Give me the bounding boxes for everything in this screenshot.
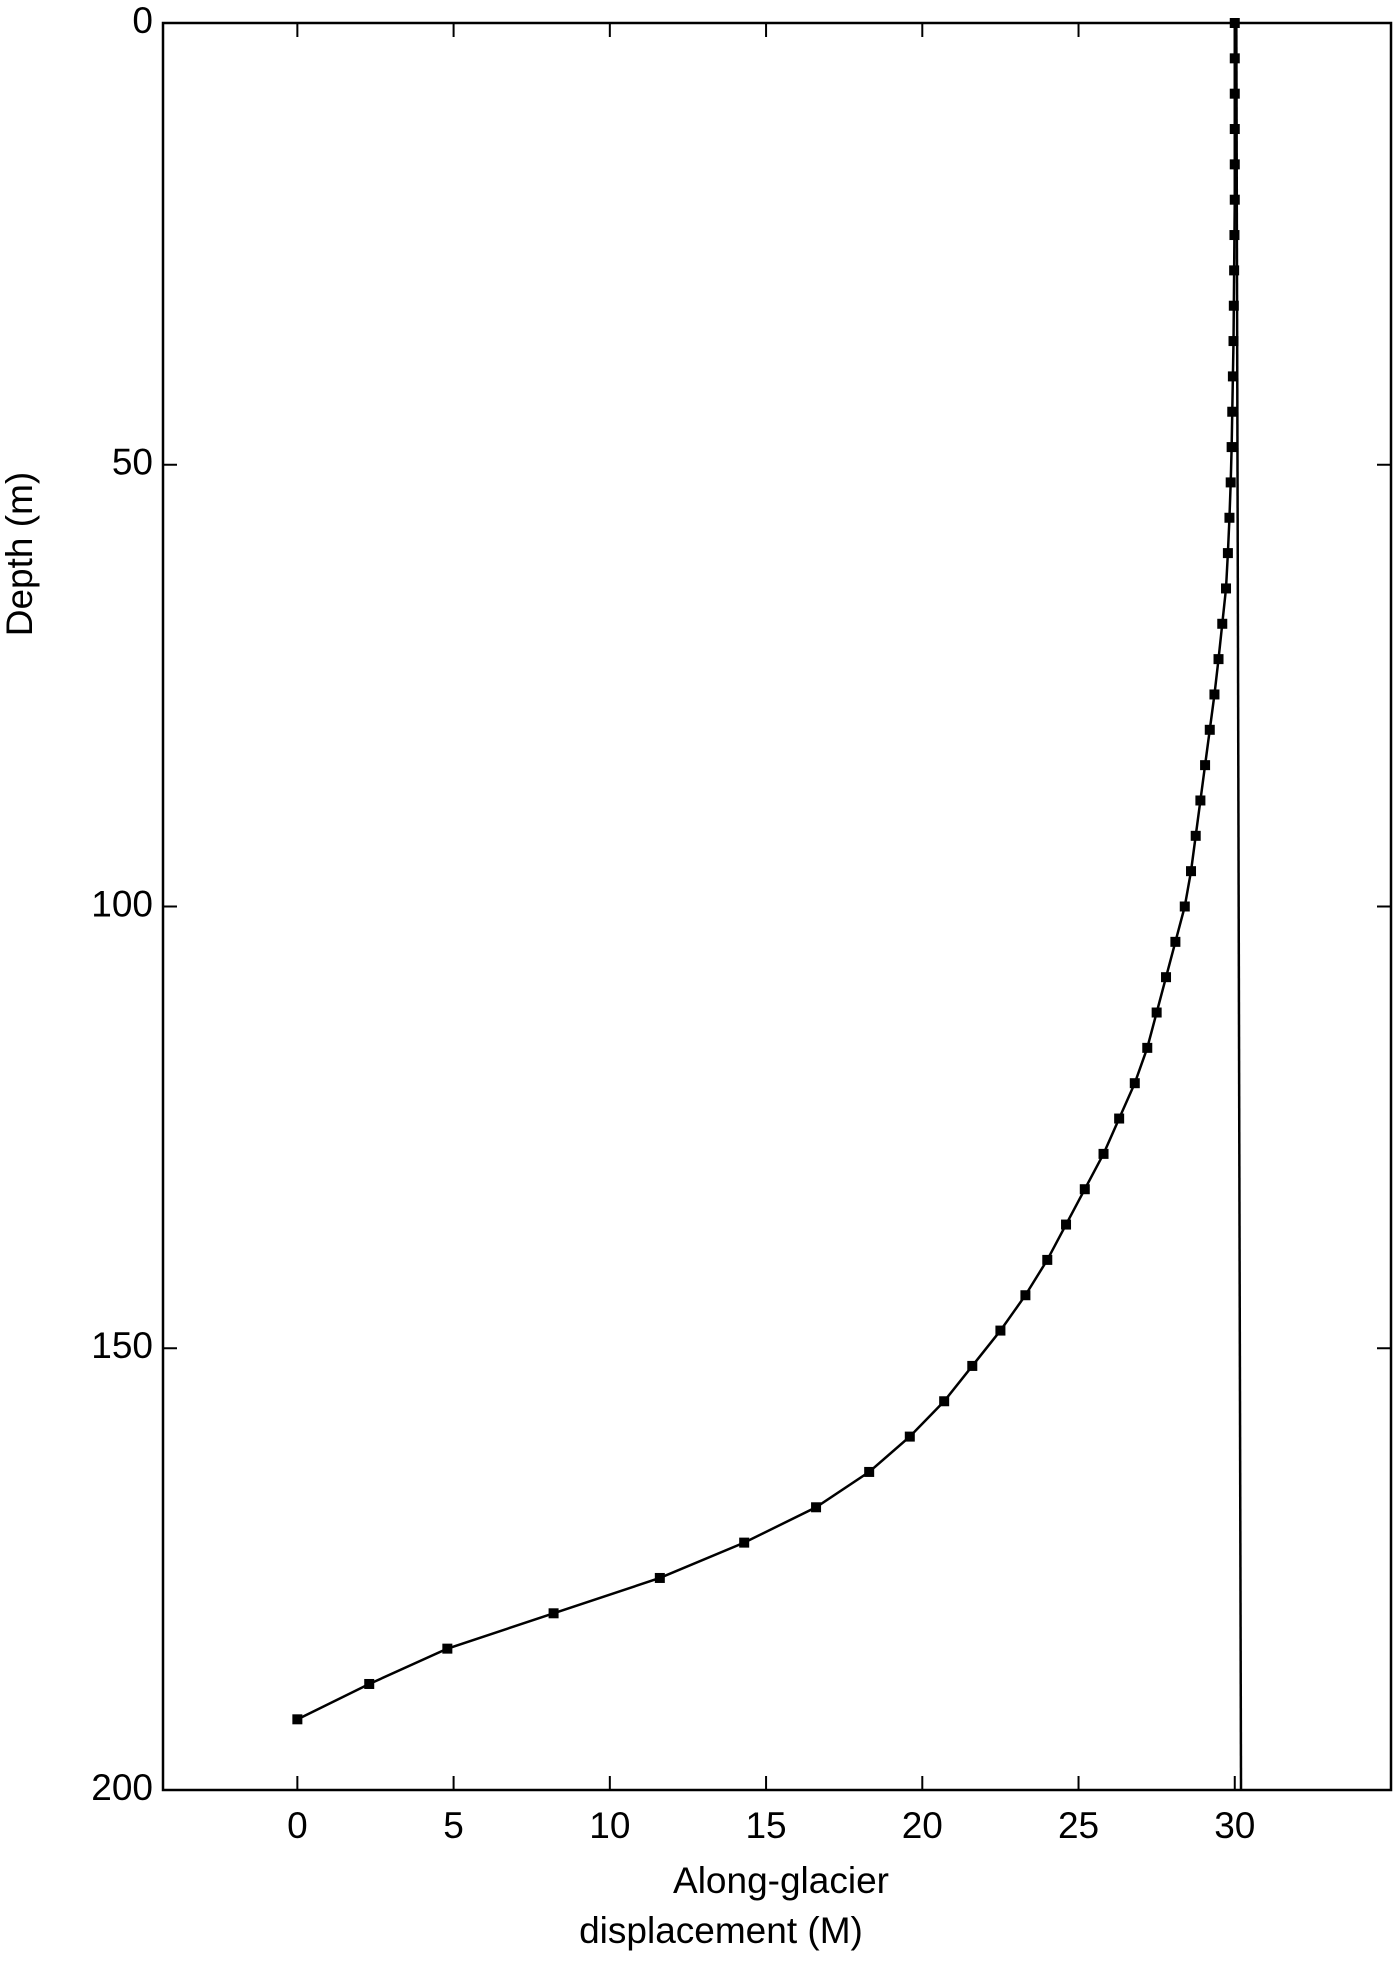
point-marker	[1170, 936, 1181, 947]
point-marker	[1227, 406, 1238, 417]
point-marker	[864, 1466, 875, 1477]
point-marker	[1079, 1184, 1090, 1195]
point-marker	[1222, 548, 1233, 559]
point-marker	[1200, 760, 1211, 771]
point-marker	[1229, 265, 1240, 276]
point-marker	[292, 1714, 303, 1725]
point-marker	[939, 1396, 950, 1407]
x-tick-label: 20	[902, 1805, 943, 1846]
point-marker	[1186, 866, 1197, 877]
point-marker	[1228, 300, 1239, 311]
point-marker	[1229, 53, 1240, 64]
point-marker	[1061, 1219, 1072, 1230]
x-axis-label: displacement (M)	[579, 1910, 863, 1951]
x-tick-label: 10	[589, 1805, 630, 1846]
x-tick-label: 30	[1214, 1805, 1255, 1846]
point-marker	[967, 1360, 978, 1371]
point-marker	[1229, 88, 1240, 99]
point-marker	[1179, 901, 1190, 912]
point-marker	[1221, 583, 1232, 594]
series-line	[296, 23, 1237, 1721]
point-marker	[1225, 477, 1236, 488]
point-marker	[1161, 972, 1172, 983]
x-axis-label: Along-glacier	[673, 1860, 889, 1901]
point-marker	[1020, 1290, 1031, 1301]
point-marker	[442, 1643, 453, 1654]
point-marker	[364, 1678, 375, 1689]
point-marker	[1229, 194, 1240, 205]
point-marker	[1229, 18, 1240, 28]
series-line	[1235, 22, 1243, 1791]
point-marker	[1209, 689, 1220, 700]
point-marker	[1229, 159, 1240, 170]
point-marker	[1226, 442, 1237, 453]
x-tick-label: 25	[1058, 1805, 1099, 1846]
point-marker	[1204, 724, 1215, 735]
point-marker	[1229, 230, 1240, 241]
point-marker	[1228, 336, 1239, 347]
point-marker	[1227, 371, 1238, 382]
y-tick-label: 100	[91, 883, 153, 924]
point-marker	[995, 1325, 1006, 1336]
x-tick-label: 5	[443, 1805, 464, 1846]
y-axis-label: Depth (m)	[0, 472, 40, 636]
point-marker	[1098, 1148, 1109, 1159]
x-tick-label: 15	[745, 1805, 786, 1846]
y-tick-label: 150	[91, 1325, 153, 1366]
y-tick-label: 0	[132, 0, 153, 41]
point-marker	[1217, 618, 1228, 629]
point-marker	[548, 1608, 559, 1619]
point-marker	[1151, 1007, 1162, 1018]
point-marker	[739, 1537, 750, 1548]
point-marker	[1224, 512, 1235, 523]
point-marker	[811, 1502, 822, 1513]
point-marker	[904, 1431, 915, 1442]
point-marker	[1190, 830, 1201, 841]
x-tick-label: 0	[287, 1805, 308, 1846]
point-marker	[1042, 1254, 1053, 1265]
y-tick-label: 200	[91, 1767, 153, 1808]
point-marker	[654, 1572, 665, 1583]
point-marker	[1229, 124, 1240, 135]
y-tick-label: 50	[112, 442, 153, 483]
point-marker	[1195, 795, 1206, 806]
point-marker	[1213, 654, 1224, 665]
plot-frame	[161, 21, 1393, 1792]
point-marker	[1142, 1042, 1153, 1053]
point-marker	[1114, 1113, 1125, 1124]
point-marker	[1129, 1078, 1140, 1089]
